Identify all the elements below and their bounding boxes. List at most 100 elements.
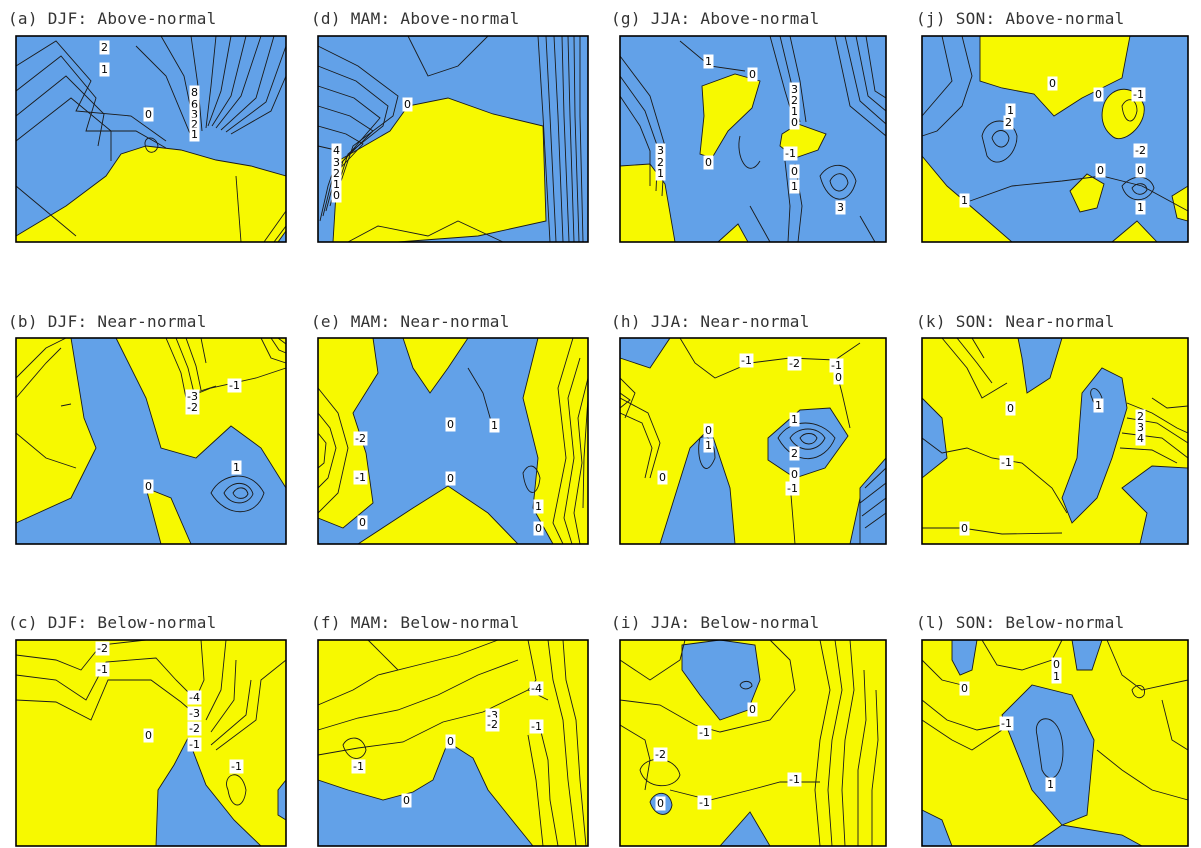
contour-label-a: 0 bbox=[143, 107, 154, 122]
contour-line-d bbox=[561, 35, 570, 243]
contour-line-f bbox=[342, 737, 367, 759]
svg-text:1: 1 bbox=[333, 178, 340, 191]
contour-line-c bbox=[226, 774, 247, 806]
svg-text:-1: -1 bbox=[1001, 456, 1012, 469]
contour-line-b bbox=[200, 337, 207, 364]
contour-label-g: 0 bbox=[789, 115, 800, 130]
svg-text:0: 0 bbox=[1095, 88, 1102, 101]
panel-title-h: (h) JJA: Near-normal bbox=[611, 312, 810, 331]
svg-text:2: 2 bbox=[791, 94, 798, 107]
contour-line-h bbox=[619, 392, 631, 409]
contour-label-f: -1 bbox=[529, 719, 544, 734]
contour-line-f bbox=[537, 719, 559, 847]
contour-line-g bbox=[829, 173, 849, 192]
contour-line-b bbox=[175, 337, 217, 394]
svg-text:1: 1 bbox=[1007, 104, 1014, 117]
negative-region-k bbox=[1061, 367, 1128, 524]
svg-text:1: 1 bbox=[191, 128, 198, 141]
contour-label-h: -1 bbox=[785, 481, 800, 496]
contour-line-l bbox=[921, 699, 1003, 731]
contour-label-j: 0 bbox=[1047, 76, 1058, 91]
contour-line-k bbox=[941, 337, 1008, 399]
contour-label-k: -1 bbox=[999, 455, 1014, 470]
panel-title-f: (f) MAM: Below-normal bbox=[311, 613, 520, 632]
svg-text:0: 0 bbox=[791, 165, 798, 178]
contour-line-a bbox=[15, 185, 77, 237]
svg-text:2: 2 bbox=[1137, 410, 1144, 423]
contour-line-a bbox=[220, 35, 275, 131]
svg-text:0: 0 bbox=[657, 797, 664, 810]
panel-i: (i) JJA: Below-normal 0 -1 -2 -1 -1 0 bbox=[611, 613, 887, 847]
svg-text:0: 0 bbox=[145, 729, 152, 742]
contour-label-e: -1 bbox=[353, 470, 368, 485]
contour-label-c: -2 bbox=[187, 721, 202, 736]
svg-text:1: 1 bbox=[705, 55, 712, 68]
contour-line-a bbox=[230, 75, 287, 135]
contour-label-k: 2 bbox=[1135, 409, 1146, 424]
contour-label-c: 0 bbox=[143, 728, 154, 743]
positive-region-j bbox=[1101, 88, 1145, 140]
panel-title-c: (c) DJF: Below-normal bbox=[8, 613, 217, 632]
contour-line-k bbox=[922, 527, 1063, 535]
panel-title-i: (i) JJA: Below-normal bbox=[611, 613, 820, 632]
contour-label-g: 1 bbox=[703, 54, 714, 69]
contour-line-l bbox=[1035, 718, 1064, 779]
contour-label-k: 4 bbox=[1135, 431, 1146, 446]
plot-frame-j bbox=[921, 35, 1189, 243]
contour-label-d: 1 bbox=[331, 177, 342, 192]
svg-text:3: 3 bbox=[1137, 421, 1144, 434]
contour-line-e bbox=[317, 432, 327, 469]
contour-line-e bbox=[317, 387, 349, 514]
contour-label-e: 1 bbox=[489, 418, 500, 433]
contour-line-h bbox=[864, 512, 887, 529]
contour-label-d: 2 bbox=[331, 166, 342, 181]
contour-label-h: 1 bbox=[789, 412, 800, 427]
contour-line-c bbox=[205, 639, 227, 721]
contour-label-d: 4 bbox=[331, 143, 342, 158]
svg-text:0: 0 bbox=[961, 522, 968, 535]
contour-line-f bbox=[547, 639, 577, 847]
svg-text:-1: -1 bbox=[355, 471, 366, 484]
contour-line-b bbox=[15, 347, 62, 399]
contour-line-a bbox=[211, 35, 247, 127]
svg-text:1: 1 bbox=[233, 461, 240, 474]
contour-label-e: 0 bbox=[533, 521, 544, 536]
contour-label-i: -2 bbox=[653, 747, 668, 762]
svg-text:1: 1 bbox=[961, 194, 968, 207]
contour-line-i bbox=[827, 639, 843, 847]
contour-label-g: 2 bbox=[655, 155, 666, 170]
svg-text:8: 8 bbox=[191, 86, 198, 99]
panel-k: (k) SON: Near-normal 0 1 2 3 4 -1 0 bbox=[916, 312, 1189, 545]
contour-label-h: -1 bbox=[739, 353, 754, 368]
positive-region-d bbox=[332, 97, 547, 243]
contour-label-g: 3 bbox=[655, 143, 666, 158]
contour-line-b bbox=[15, 432, 77, 469]
plot-j: 0 0 -1 1 2 -2 0 0 1 1 bbox=[921, 35, 1189, 243]
contour-label-l: -1 bbox=[999, 716, 1014, 731]
contour-line-d bbox=[347, 220, 504, 243]
contour-label-g: 1 bbox=[655, 166, 666, 181]
contour-line-b bbox=[185, 337, 202, 391]
contour-line-j bbox=[1131, 183, 1148, 195]
panel-g: (g) JJA: Above-normal 1 bbox=[611, 9, 887, 243]
contour-line-c bbox=[15, 657, 197, 701]
contour-line-b bbox=[277, 337, 287, 345]
panel-title-g: (g) JJA: Above-normal bbox=[611, 9, 820, 28]
contour-label-h: -2 bbox=[787, 356, 802, 371]
contour-line-k bbox=[1151, 397, 1189, 409]
contour-label-j: -2 bbox=[1133, 143, 1148, 158]
contour-line-j bbox=[1121, 176, 1155, 201]
contour-label-a: 1 bbox=[189, 127, 200, 142]
contour-label-d: 0 bbox=[331, 188, 342, 203]
contour-line-i bbox=[841, 639, 855, 847]
svg-text:0: 0 bbox=[835, 371, 842, 384]
contour-label-j: 2 bbox=[1003, 115, 1014, 130]
contour-line-d bbox=[567, 35, 575, 243]
svg-text:-1: -1 bbox=[189, 738, 200, 751]
svg-text:0: 0 bbox=[705, 156, 712, 169]
contour-label-f: -2 bbox=[485, 717, 500, 732]
contour-label-h: 1 bbox=[703, 438, 714, 453]
contour-line-l bbox=[921, 659, 963, 686]
contour-line-f bbox=[562, 639, 587, 847]
contour-line-j bbox=[969, 175, 1189, 212]
